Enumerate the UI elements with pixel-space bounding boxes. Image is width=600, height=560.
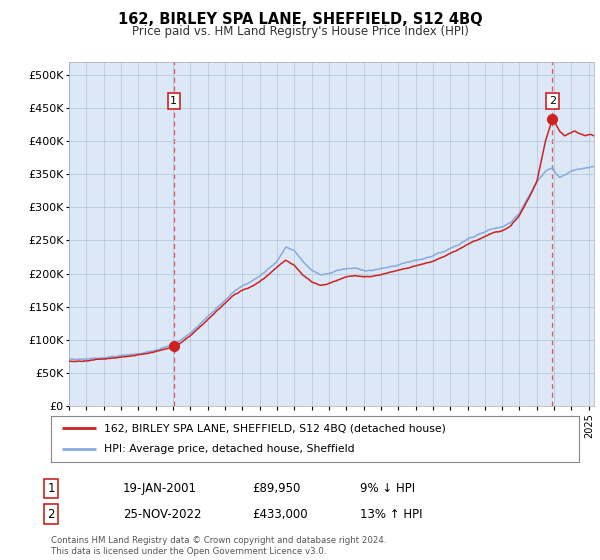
Text: 1: 1 — [170, 96, 178, 106]
Text: Contains HM Land Registry data © Crown copyright and database right 2024.
This d: Contains HM Land Registry data © Crown c… — [51, 536, 386, 556]
Text: £89,950: £89,950 — [252, 482, 301, 495]
Text: 19-JAN-2001: 19-JAN-2001 — [123, 482, 197, 495]
Text: 9% ↓ HPI: 9% ↓ HPI — [360, 482, 415, 495]
Text: 25-NOV-2022: 25-NOV-2022 — [123, 507, 202, 521]
Text: 162, BIRLEY SPA LANE, SHEFFIELD, S12 4BQ: 162, BIRLEY SPA LANE, SHEFFIELD, S12 4BQ — [118, 12, 482, 27]
Text: HPI: Average price, detached house, Sheffield: HPI: Average price, detached house, Shef… — [104, 445, 355, 455]
Text: 1: 1 — [47, 482, 55, 495]
Text: £433,000: £433,000 — [252, 507, 308, 521]
Text: 2: 2 — [47, 507, 55, 521]
Text: 162, BIRLEY SPA LANE, SHEFFIELD, S12 4BQ (detached house): 162, BIRLEY SPA LANE, SHEFFIELD, S12 4BQ… — [104, 423, 446, 433]
Text: Price paid vs. HM Land Registry's House Price Index (HPI): Price paid vs. HM Land Registry's House … — [131, 25, 469, 38]
Text: 2: 2 — [549, 96, 556, 106]
Text: 13% ↑ HPI: 13% ↑ HPI — [360, 507, 422, 521]
